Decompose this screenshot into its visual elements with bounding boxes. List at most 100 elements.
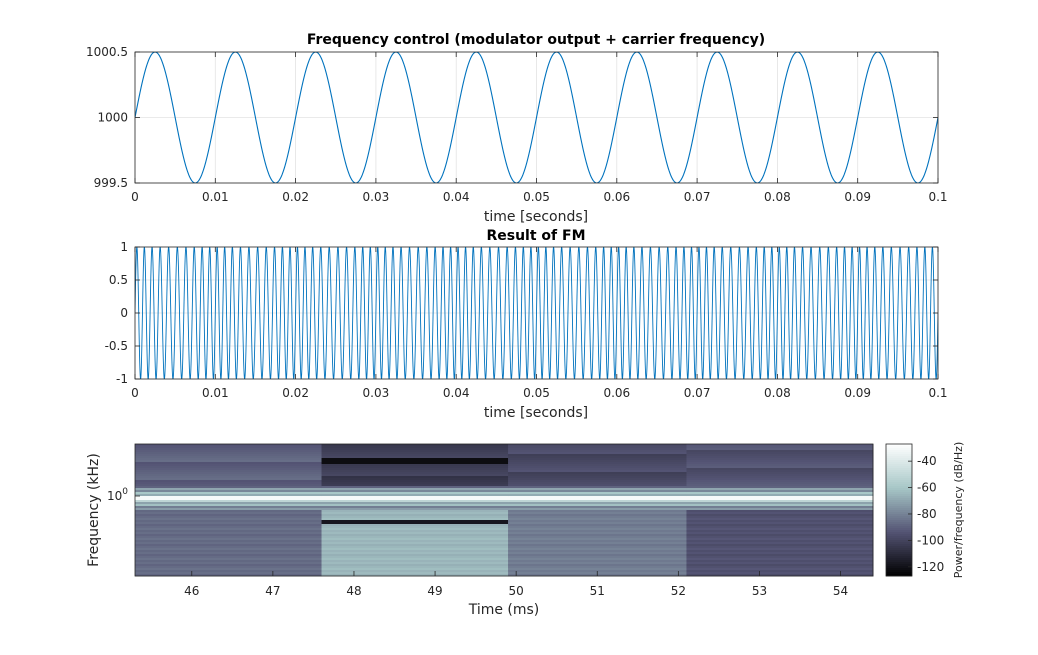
colorbar-cell (886, 502, 912, 505)
spectrogram-cell (508, 566, 687, 569)
spectrogram-cell (135, 564, 323, 567)
colorbar-cell (886, 572, 912, 575)
spectrogram-cell (135, 470, 323, 473)
spectrogram-cell (135, 574, 323, 577)
spectrogram-cell (686, 538, 874, 541)
spectrogram-cell (508, 484, 687, 487)
y-tick-label: 1000.5 (86, 45, 128, 59)
x-tick-label: 53 (752, 584, 767, 598)
x-tick-label: 0.1 (928, 190, 947, 204)
spectrogram-cell (508, 498, 687, 501)
spectrogram-cell (135, 528, 323, 531)
spectrogram-cell (686, 502, 874, 505)
spectrogram-cell (508, 496, 687, 499)
spectrogram-cell (135, 444, 323, 447)
spectrogram-cell (508, 494, 687, 497)
spectrogram-cell (321, 456, 509, 459)
spectrogram-cell (686, 510, 874, 513)
colorbar-cell (886, 560, 912, 563)
chart-title: Frequency control (modulator output + ca… (307, 32, 765, 48)
spectrogram-cell (508, 502, 687, 505)
spectrogram-cell (135, 568, 323, 571)
spectrogram-cell (321, 556, 509, 559)
x-axis-label: Time (ms) (468, 602, 540, 618)
spectrogram-cell (135, 458, 323, 461)
colorbar-cell (886, 466, 912, 469)
colorbar-cell (886, 498, 912, 501)
spectrogram-cell (686, 550, 874, 553)
spectrogram-cell (321, 522, 509, 525)
spectrogram-cell (321, 468, 509, 471)
spectrogram-cell (508, 500, 687, 503)
colorbar-cell (886, 546, 912, 549)
spectrogram-cell (135, 484, 323, 487)
spectrogram-cell (135, 474, 323, 477)
spectrogram-cell (321, 540, 509, 543)
spectrogram-cell (321, 564, 509, 567)
colorbar-cell (886, 496, 912, 499)
spectrogram-cell (321, 506, 509, 509)
colorbar-cell (886, 536, 912, 539)
spectrogram-image (135, 444, 874, 577)
spectrogram-cell (686, 444, 874, 447)
spectrogram-cell (508, 542, 687, 545)
x-tick-label: 46 (184, 584, 199, 598)
x-axis-label: time [seconds] (484, 209, 588, 225)
colorbar-cell (886, 562, 912, 565)
spectrogram-cell (686, 458, 874, 461)
colorbar-cell (886, 544, 912, 547)
spectrogram-cell (135, 542, 323, 545)
spectrogram-cell (508, 456, 687, 459)
spectrogram-cell (686, 448, 874, 451)
spectrogram-cell (135, 570, 323, 573)
colorbar-cell (886, 444, 912, 447)
spectrogram-cell (508, 526, 687, 529)
colorbar-cell (886, 522, 912, 525)
fm-signal-line (135, 247, 938, 379)
spectrogram-cell (321, 460, 509, 463)
spectrogram-cell (321, 570, 509, 573)
spectrogram-cell (135, 518, 323, 521)
colorbar-cell (886, 518, 912, 521)
spectrogram-cell (135, 540, 323, 543)
colorbar-cell (886, 530, 912, 533)
colorbar-cell (886, 482, 912, 485)
spectrogram-cell (135, 450, 323, 453)
spectrogram-cell (135, 534, 323, 537)
spectrogram-cell (686, 464, 874, 467)
spectrogram-cell (135, 492, 323, 495)
spectrogram-cell (135, 554, 323, 557)
spectrogram-cell (321, 488, 509, 491)
spectrogram-cell (508, 468, 687, 471)
spectrogram-cell (508, 558, 687, 561)
spectrogram-cell (686, 482, 874, 485)
colorbar-cell (886, 490, 912, 493)
colorbar-cell (886, 446, 912, 449)
colorbar: -40 -60 -80 -100 -120 Power/frequency (dB/Hz… (885, 442, 965, 578)
spectrogram-cell (686, 466, 874, 469)
colorbar-cell (886, 478, 912, 481)
spectrogram-cell (321, 544, 509, 547)
spectrogram-cell (135, 454, 323, 457)
spectrogram-cell (321, 444, 509, 447)
colorbar-cell (886, 454, 912, 457)
colorbar-cell (886, 534, 912, 537)
spectrogram-cell (135, 544, 323, 547)
colorbar-ticks: -40 -60 -80 -100 -120 (908, 454, 944, 574)
colorbar-cell (886, 570, 912, 573)
spectrogram-cell (321, 486, 509, 489)
spectrogram-cell (686, 508, 874, 511)
colorbar-cell (886, 556, 912, 559)
spectrogram-cell (321, 450, 509, 453)
spectrogram-cell (686, 514, 874, 517)
colorbar-tick-label: -40 (917, 454, 937, 468)
y-tick-label: 100 (107, 487, 128, 503)
colorbar-cell (886, 458, 912, 461)
spectrogram-cell (135, 512, 323, 515)
spectrogram-cell (686, 556, 874, 559)
x-tick-label: 0.1 (928, 386, 947, 400)
y-tick-label: 999.5 (94, 176, 128, 190)
spectrogram-cell (321, 466, 509, 469)
spectrogram-cell (508, 482, 687, 485)
